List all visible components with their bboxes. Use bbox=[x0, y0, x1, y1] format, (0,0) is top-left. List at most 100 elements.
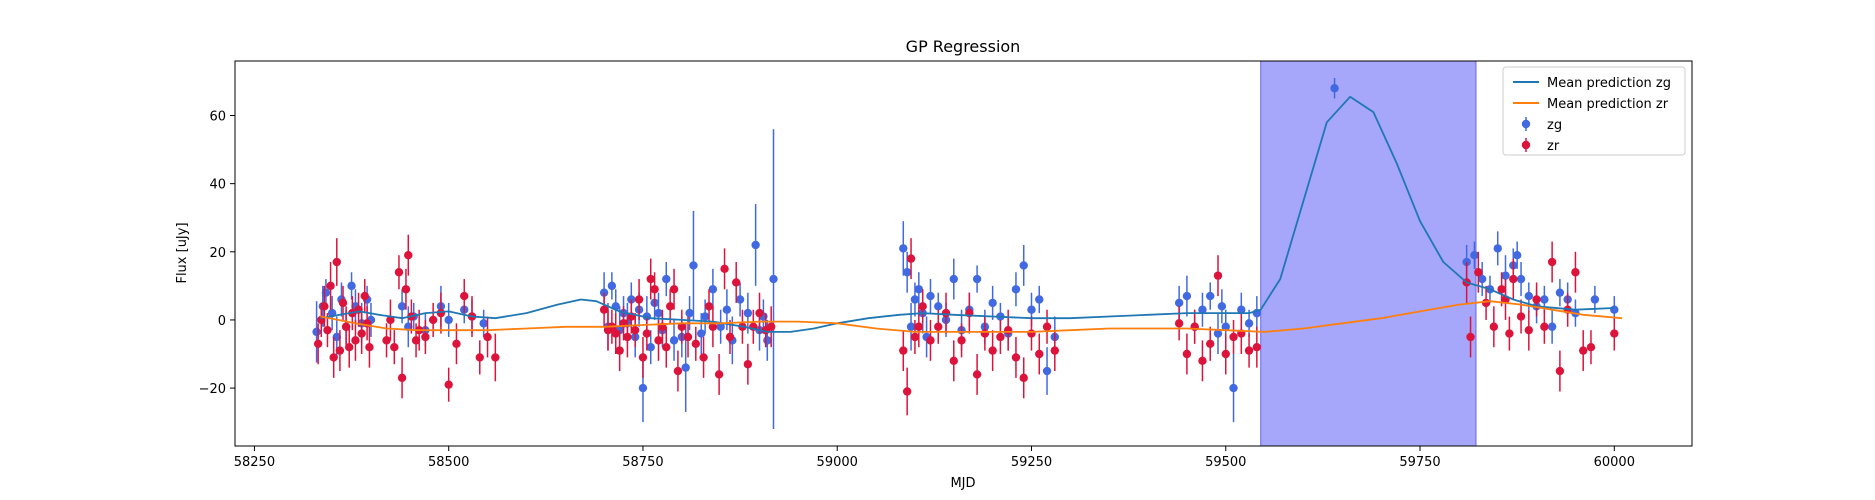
x-tick-label: 59750 bbox=[1399, 455, 1440, 470]
zr-marker bbox=[599, 305, 609, 314]
zg-marker bbox=[1516, 274, 1526, 284]
zr-point bbox=[1586, 330, 1596, 365]
zr-marker bbox=[1252, 342, 1262, 352]
zr-point bbox=[386, 299, 395, 341]
zr-point bbox=[360, 279, 369, 314]
zr-marker bbox=[390, 342, 399, 352]
zr-point bbox=[957, 323, 966, 358]
zr-point bbox=[313, 323, 323, 365]
zg-marker bbox=[681, 363, 690, 372]
zr-point bbox=[623, 316, 632, 358]
zg-point bbox=[607, 272, 617, 300]
zg-marker bbox=[321, 288, 331, 297]
zr-marker bbox=[1206, 339, 1215, 348]
zr-point bbox=[714, 354, 724, 395]
zg-marker bbox=[1244, 319, 1254, 328]
zr-marker bbox=[345, 342, 354, 352]
zr-point bbox=[351, 319, 360, 361]
zr-point bbox=[1042, 309, 1052, 344]
zr-marker bbox=[475, 353, 484, 362]
zg-point bbox=[479, 309, 488, 337]
zr-marker bbox=[1182, 349, 1192, 359]
zr-point bbox=[1221, 333, 1230, 375]
zr-marker bbox=[1198, 356, 1207, 366]
zr-point bbox=[329, 336, 338, 378]
zr-marker bbox=[899, 346, 908, 355]
zg-marker bbox=[444, 315, 453, 325]
zr-point bbox=[357, 313, 366, 355]
zr-point bbox=[444, 367, 453, 402]
zg-marker bbox=[347, 281, 356, 291]
zr-point bbox=[460, 279, 469, 314]
zr-point bbox=[421, 319, 430, 355]
x-tick-label: 58250 bbox=[234, 455, 275, 470]
zg-marker bbox=[646, 342, 655, 352]
zg-point bbox=[697, 313, 706, 355]
zr-marker bbox=[404, 251, 413, 260]
zr-marker bbox=[1003, 325, 1013, 335]
zr-point bbox=[1489, 306, 1499, 348]
zg-marker bbox=[689, 261, 698, 270]
zr-point bbox=[401, 268, 411, 310]
zr-marker bbox=[338, 298, 348, 308]
zr-marker bbox=[673, 366, 683, 376]
zr-point bbox=[926, 319, 935, 361]
zr-marker bbox=[902, 387, 912, 396]
zg-point bbox=[1470, 241, 1479, 269]
zg-point bbox=[899, 221, 908, 276]
zr-point bbox=[673, 350, 683, 392]
zg-point bbox=[669, 319, 679, 361]
zg-marker bbox=[926, 291, 935, 301]
zg-point bbox=[716, 309, 725, 344]
zg-point bbox=[1182, 275, 1192, 317]
zg-marker bbox=[1217, 302, 1227, 311]
zr-point bbox=[934, 309, 943, 344]
zg-marker bbox=[700, 312, 710, 321]
zr-marker bbox=[623, 332, 632, 342]
zr-point bbox=[630, 313, 640, 348]
zr-marker bbox=[996, 332, 1005, 342]
zr-marker bbox=[691, 339, 701, 348]
zg-marker bbox=[479, 319, 488, 328]
zg-marker bbox=[716, 322, 725, 331]
zr-marker bbox=[320, 302, 329, 311]
zg-marker bbox=[934, 302, 943, 311]
zg-marker bbox=[1237, 305, 1246, 314]
zg-point bbox=[1330, 78, 1339, 99]
zr-point bbox=[1229, 319, 1238, 355]
zg-marker bbox=[1035, 295, 1044, 304]
zg-marker bbox=[949, 274, 958, 284]
zr-marker bbox=[615, 346, 624, 355]
zr-point bbox=[725, 319, 735, 355]
zr-point bbox=[720, 248, 729, 290]
zr-point bbox=[1579, 330, 1588, 372]
zr-point bbox=[326, 262, 335, 310]
zg-marker bbox=[1547, 322, 1557, 331]
zr-point bbox=[642, 316, 652, 351]
zr-point bbox=[766, 306, 776, 348]
y-tick-label: 60 bbox=[209, 110, 226, 125]
zg-marker bbox=[735, 295, 745, 304]
zr-marker bbox=[1532, 295, 1541, 304]
zg-marker bbox=[397, 302, 407, 311]
zg-point bbox=[1229, 354, 1238, 423]
zr-point bbox=[491, 333, 500, 382]
zr-marker bbox=[1555, 366, 1565, 376]
zr-marker bbox=[483, 332, 492, 342]
x-tick-label: 58750 bbox=[622, 455, 663, 470]
zr-marker bbox=[988, 346, 997, 355]
zg-point bbox=[1477, 262, 1487, 297]
zg-marker bbox=[910, 295, 920, 304]
zr-point bbox=[899, 330, 908, 372]
zg-point bbox=[646, 330, 655, 365]
legend-label: zr bbox=[1547, 139, 1560, 154]
zr-marker bbox=[972, 370, 982, 379]
zr-point bbox=[1610, 316, 1619, 351]
zg-marker bbox=[638, 383, 648, 393]
zr-point bbox=[1198, 340, 1207, 382]
zg-point bbox=[1547, 309, 1557, 344]
zr-marker bbox=[1571, 268, 1580, 277]
y-axis-label: Flux [uJy] bbox=[175, 222, 190, 283]
chart-title: GP Regression bbox=[906, 37, 1021, 56]
zg-point bbox=[972, 265, 982, 293]
